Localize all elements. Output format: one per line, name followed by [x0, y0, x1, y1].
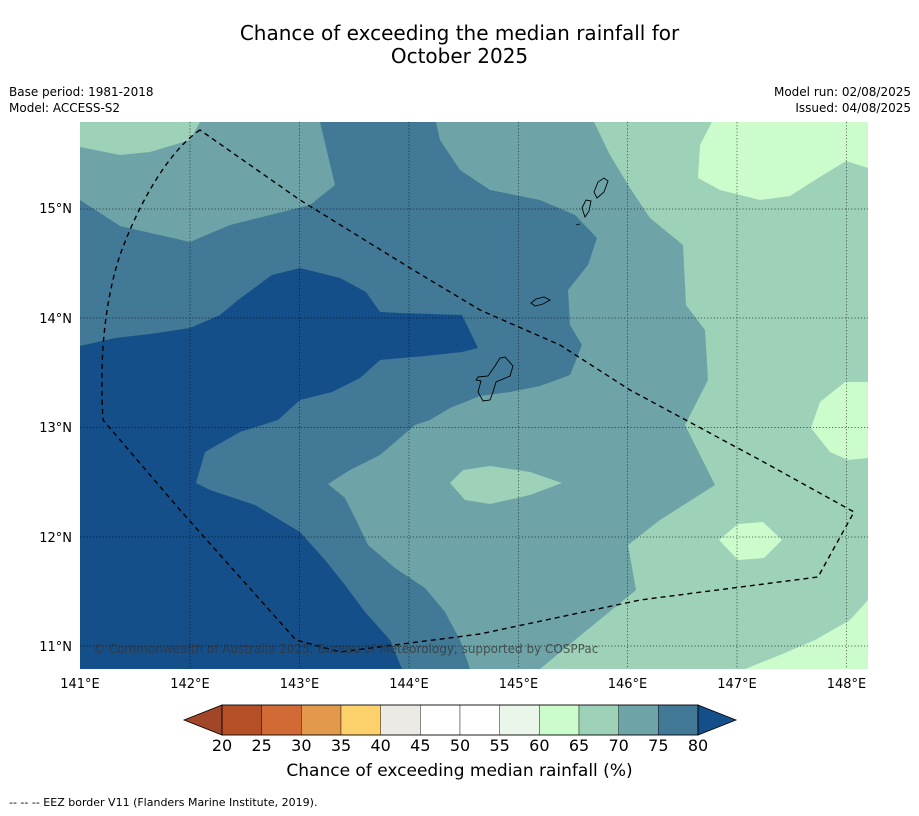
title-line-1: Chance of exceeding the median rainfall … [239, 21, 680, 45]
colorbar-cell [499, 704, 540, 736]
colorbar-tick-label: 40 [370, 736, 390, 755]
colorbar-under-arrow [182, 704, 223, 736]
lon-label: 146°E [608, 677, 648, 692]
lat-label: 11°N [39, 640, 72, 655]
base-period: Base period: 1981-2018 [9, 85, 154, 99]
graticule [80, 122, 868, 669]
map-title: Chance of exceeding the median rainfall … [0, 22, 919, 68]
colorbar: 20 25 30 35 40 45 50 55 60 65 70 75 80 [182, 704, 738, 755]
lat-label: 13°N [39, 421, 72, 436]
copyright-note: © Commonwealth of Australia 2025, Bureau… [93, 642, 598, 656]
islands [475, 177, 609, 402]
band-over-80 [80, 268, 478, 669]
colorbar-tick-label: 25 [251, 736, 271, 755]
colorbar-cell [578, 704, 619, 736]
model-name: Model: ACCESS-S2 [9, 101, 121, 115]
colorbar-cell [420, 704, 461, 736]
colorbar-tick-label: 60 [529, 736, 549, 755]
colorbar-tick-label: 35 [331, 736, 351, 755]
colorbar-tick-label: 50 [450, 736, 470, 755]
lon-label: 144°E [389, 677, 429, 692]
rainfall-probability-field: © Commonwealth of Australia 2025, Bureau… [80, 122, 868, 669]
lat-label: 14°N [39, 312, 72, 327]
latitude-labels: 15°N 14°N 13°N 12°N 11°N [39, 202, 72, 655]
colorbar-cells [221, 704, 699, 736]
colorbar-title: Chance of exceeding median rainfall (%) [286, 761, 633, 781]
rota-island [530, 296, 551, 307]
band-60-65-se [719, 522, 782, 560]
colorbar-tick-label: 70 [608, 736, 628, 755]
colorbar-cell [221, 704, 262, 736]
colorbar-cell [618, 704, 659, 736]
band-60-65-south [745, 600, 868, 669]
lon-label: 141°E [60, 677, 100, 692]
tinian-island [581, 199, 592, 219]
colorbar-ticks: 20 25 30 35 40 45 50 55 60 65 70 75 80 [212, 736, 708, 755]
colorbar-cell [658, 704, 699, 736]
band-65-70-nw [80, 122, 200, 155]
lon-label: 147°E [717, 677, 757, 692]
band-65-70-east [540, 122, 868, 669]
issued-date: Issued: 04/08/2025 [795, 101, 911, 115]
model-run: Model run: 02/08/2025 [773, 85, 911, 99]
colorbar-cell [539, 704, 580, 736]
colorbar-cell [459, 704, 500, 736]
colorbar-frame [221, 704, 699, 736]
colorbar-cell [301, 704, 342, 736]
colorbar-tick-label: 80 [688, 736, 708, 755]
colorbar-tick-label: 20 [212, 736, 232, 755]
meta-left: Base period: 1981-2018 Model: ACCESS-S2 [9, 84, 154, 116]
lon-label: 143°E [280, 677, 320, 692]
lon-label: 148°E [827, 677, 867, 692]
colorbar-tick-label: 55 [489, 736, 509, 755]
colorbar-tick-label: 65 [569, 736, 589, 755]
band-60-65-east [811, 382, 868, 460]
guam-island [475, 356, 514, 402]
lon-label: 142°E [170, 677, 210, 692]
colorbar-over-arrow [697, 704, 738, 736]
colorbar-cell [380, 704, 421, 736]
longitude-labels: 141°E 142°E 143°E 144°E 145°E 146°E 147°… [60, 677, 866, 692]
meta-right: Model run: 02/08/2025 Issued: 04/08/2025 [774, 84, 911, 116]
saipan-island [593, 177, 609, 199]
lon-label: 145°E [499, 677, 539, 692]
colorbar-tick-label: 75 [648, 736, 668, 755]
colorbar-tick-label: 30 [291, 736, 311, 755]
title-line-2: October 2025 [390, 44, 529, 68]
colorbar-tick-label: 45 [410, 736, 430, 755]
band-65-70-central [450, 466, 562, 504]
lat-label: 12°N [39, 531, 72, 546]
eez-border [101, 129, 855, 653]
lat-label: 15°N [39, 202, 72, 217]
aguijan-island [575, 223, 581, 226]
colorbar-cell [261, 704, 302, 736]
colorbar-cell [340, 704, 381, 736]
band-60-65-ne [698, 122, 868, 200]
eez-legend-note: -- -- -- EEZ border V11 (Flanders Marine… [9, 796, 318, 809]
